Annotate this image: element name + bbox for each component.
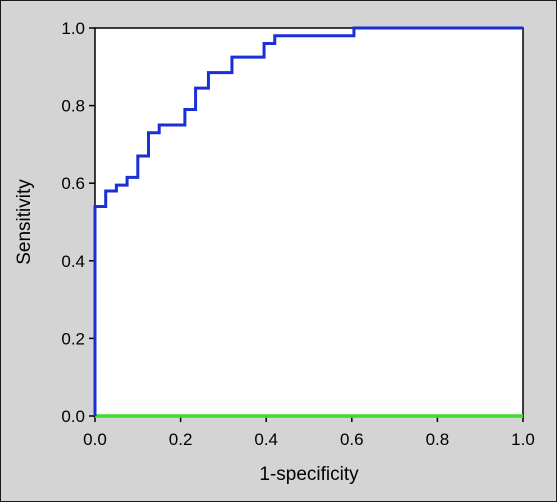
x-tick-label: 0.8 (426, 430, 450, 449)
y-tick-label: 0.6 (61, 174, 85, 193)
axis-ticks: 0.0 0.2 0.4 0.6 0.8 1.0 0.0 0.2 0.4 0.6 0.8 1.0 (61, 19, 534, 449)
series-layer (93, 26, 523, 418)
x-tick-label: 0.0 (83, 430, 107, 449)
y-tick-label: 0.0 (61, 407, 85, 426)
y-tick-label: 1.0 (61, 19, 85, 38)
y-tick-label: 0.2 (61, 329, 85, 348)
x-tick-label: 1.0 (511, 430, 535, 449)
x-tick-label: 0.6 (340, 430, 364, 449)
y-tick-label: 0.4 (61, 252, 85, 271)
y-axis-label: Sensitivity (14, 179, 35, 265)
y-tick-label: 0.8 (61, 97, 85, 116)
plot-area (94, 27, 524, 417)
x-axis-label: 1-specificity (259, 464, 359, 485)
x-tick-label: 0.2 (169, 430, 193, 449)
roc-curve-line (93, 26, 523, 416)
x-tick-label: 0.4 (254, 430, 278, 449)
